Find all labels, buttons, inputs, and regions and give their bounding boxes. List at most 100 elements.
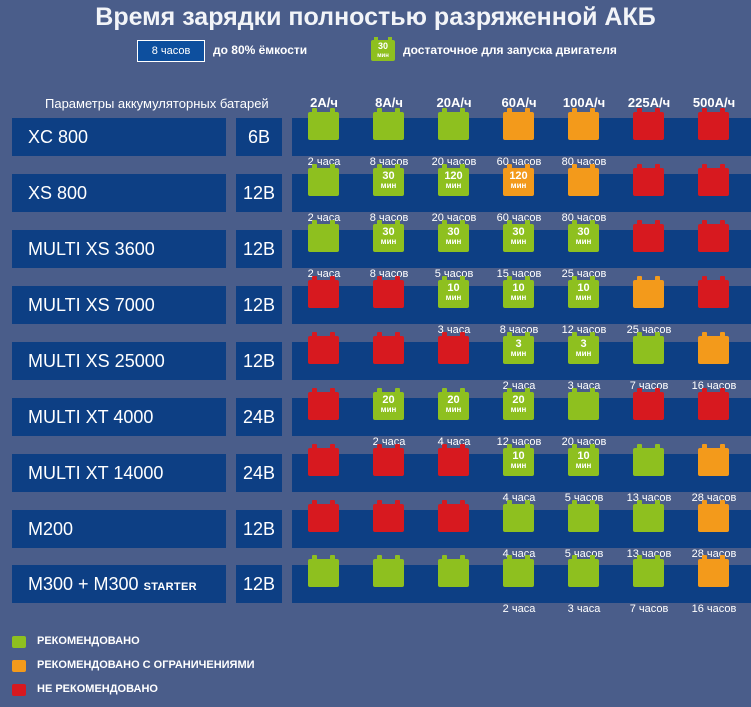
battery-icon [503, 108, 534, 140]
battery-value: 120 [444, 170, 463, 182]
battery-value: 10 [577, 282, 590, 294]
table-row: M200 12В 4 часа 5 часов 13 часов 28 часов [0, 500, 751, 560]
battery-icon [438, 444, 469, 476]
battery-label: 120 мин [503, 171, 534, 191]
charger-name: MULTI XS 25000 [12, 342, 226, 380]
battery-cell [682, 388, 746, 452]
battery-cell: 20 часов [422, 108, 486, 172]
battery-icon [308, 500, 339, 532]
voltage: 24В [236, 454, 282, 492]
battery-cell: 2 часа [292, 108, 356, 172]
battery-icon: 10 мин [438, 276, 469, 308]
battery-icon: 10 мин [503, 276, 534, 308]
battery-icon: 20 мин [438, 388, 469, 420]
battery-cell [422, 444, 486, 508]
battery-cell: 25 часов [617, 276, 681, 340]
battery-icon: 30 мин [438, 220, 469, 252]
battery-cell: 20 часов [552, 388, 616, 452]
charger-name: M300 + M300 STARTER [12, 565, 226, 603]
charger-name-text: M200 [28, 519, 74, 539]
battery-cell: 10 мин 8 часов [487, 276, 551, 340]
voltage: 6В [236, 118, 282, 156]
battery-cell: 2 часа [292, 164, 356, 228]
battery-unit: мин [380, 405, 397, 414]
battery-icon [633, 164, 664, 196]
battery-icon [698, 388, 729, 420]
battery-label: 10 мин [568, 282, 599, 303]
battery-cell: 16 часов [682, 332, 746, 396]
battery-label: 20 мин [438, 395, 469, 415]
battery-value: 30 [447, 226, 460, 238]
column-header: 2А/ч [310, 95, 338, 110]
battery-label: 30 мин [503, 227, 534, 247]
charge-time: 2 часа [502, 603, 536, 615]
battery-cell: 2 часа [487, 555, 551, 619]
table-row: MULTI XS 25000 12В 3 мин 2 часа 3 мин 3 часа 7 ч… [0, 332, 751, 392]
battery-icon [373, 276, 404, 308]
battery-cell [357, 276, 421, 340]
battery-icon [633, 388, 664, 420]
battery-cell [682, 108, 746, 172]
battery-cell [682, 220, 746, 284]
table-row: MULTI XT 4000 24В 20 мин 2 часа 20 мин 4 часа 20… [0, 388, 751, 448]
battery-icon [698, 555, 729, 587]
battery-icon [503, 500, 534, 532]
battery-label: 3 мин [568, 338, 599, 359]
charge-time: 20 часов [561, 436, 607, 448]
battery-cell [357, 555, 421, 619]
column-header: 500А/ч [692, 95, 736, 110]
battery-unit: мин [510, 461, 527, 470]
battery-value: 10 [512, 450, 525, 462]
battery-unit: мин [445, 405, 462, 414]
battery-cell: 30 мин 8 часов [357, 164, 421, 228]
charge-time: 16 часов [691, 380, 737, 392]
battery-icon [438, 332, 469, 364]
battery-cell: 3 часа [552, 555, 616, 619]
top-legend: 8 часов до 80% ёмкости 30 мин достаточно… [0, 37, 751, 64]
battery-icon [568, 164, 599, 196]
battery-cell: 5 часов [552, 500, 616, 564]
battery-unit: мин [575, 349, 592, 358]
battery-cell [617, 164, 681, 228]
battery-icon [633, 332, 664, 364]
battery-icon [373, 555, 404, 587]
battery-icon: 120 мин [438, 164, 469, 196]
battery-icon: 3 мин [568, 332, 599, 364]
voltage: 12В [236, 230, 282, 268]
battery-cell: 4 часа [487, 500, 551, 564]
battery-label: 10 мин [438, 283, 469, 303]
battery-icon [438, 555, 469, 587]
battery-cell [292, 388, 356, 452]
battery-value: 30 [382, 226, 395, 238]
charger-name-text: MULTI XT 4000 [28, 407, 154, 427]
battery-cell: 30 мин 15 часов [487, 220, 551, 284]
charger-name-text: XS 800 [28, 183, 88, 203]
battery-cell: 7 часов [617, 332, 681, 396]
battery-unit: мин [575, 461, 592, 470]
battery-cell: 120 мин 20 часов [422, 164, 486, 228]
battery-value: 3 [580, 338, 587, 350]
battery-label: 3 мин [503, 339, 534, 359]
table-row: XC 800 6В 2 часа 8 часов 20 часов 60 часов 80 … [0, 108, 751, 168]
table-row: MULTI XS 3600 12В 2 часа 30 мин 8 часов 30 мин 5… [0, 220, 751, 280]
battery-cell [292, 500, 356, 564]
battery-icon [438, 108, 469, 140]
battery-icon [698, 332, 729, 364]
battery-value: 10 [577, 450, 590, 462]
charger-name-text: MULTI XS 7000 [28, 295, 155, 315]
voltage: 12В [236, 565, 282, 603]
battery-icon [568, 500, 599, 532]
charge-time: 25 часов [561, 268, 607, 280]
battery-unit: мин [445, 293, 462, 302]
battery-icon [308, 220, 339, 252]
battery-cell [292, 555, 356, 619]
battery-label: 30 мин [373, 226, 404, 247]
battery-label: 20 мин [503, 395, 534, 415]
battery-unit: мин [575, 237, 592, 246]
battery-cell: 20 мин 12 часов [487, 388, 551, 452]
battery-icon [373, 332, 404, 364]
battery-label: 30 мин [438, 226, 469, 247]
battery-cell: 28 часов [682, 444, 746, 508]
battery-icon [698, 108, 729, 140]
battery-icon [698, 164, 729, 196]
